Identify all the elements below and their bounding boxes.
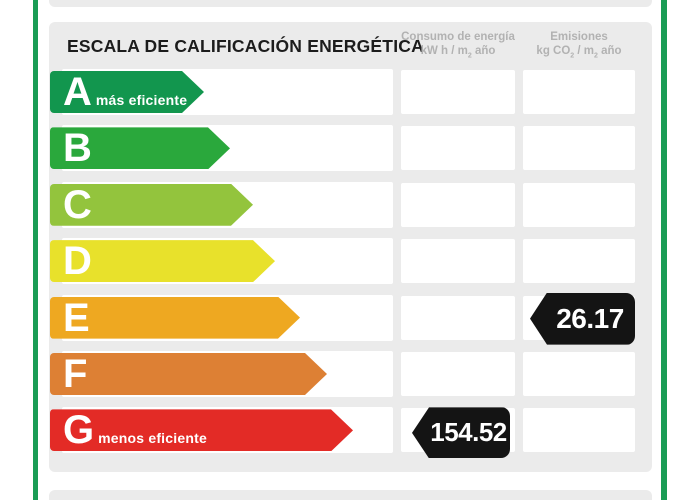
consumo-column-header: Consumo de energía kW h / m2 año xyxy=(389,30,527,61)
left-accent-bar xyxy=(33,0,38,500)
rating-arrow-c: C xyxy=(50,184,253,226)
consumo-cell xyxy=(401,295,515,340)
emisiones-cell xyxy=(523,70,635,114)
consumo-header-unit: kW h / m2 año xyxy=(420,45,496,60)
rating-letter: D xyxy=(63,239,92,284)
scale-row-g: G menos eficiente 154.52 xyxy=(49,407,652,459)
scale-row-f: F xyxy=(49,350,652,397)
consumo-value-badge: 154.52 xyxy=(412,407,510,459)
consumo-cell xyxy=(401,126,515,171)
consumo-cell xyxy=(401,182,515,227)
rating-letter: F xyxy=(63,351,88,396)
scale-row-a: A más eficiente xyxy=(49,69,652,115)
rating-tag: más eficiente xyxy=(95,92,188,108)
emisiones-cell xyxy=(523,182,635,227)
rating-arrow-a: A más eficiente xyxy=(50,71,204,113)
emisiones-value-badge: 26.17 xyxy=(530,292,635,345)
emisiones-cell xyxy=(523,239,635,284)
emisiones-cell xyxy=(523,351,635,396)
rating-arrow-d: D xyxy=(50,240,275,282)
rating-letter: E xyxy=(63,295,90,340)
rating-arrow-g: G menos eficiente xyxy=(50,409,353,451)
consumo-value: 154.52 xyxy=(430,417,507,448)
emisiones-cell xyxy=(523,126,635,171)
rating-letter: G xyxy=(63,408,95,453)
scale-row-c: C xyxy=(49,181,652,228)
scale-row-e: E 26.17 xyxy=(49,292,652,345)
consumo-cell xyxy=(401,70,515,114)
rating-tag: menos eficiente xyxy=(98,430,207,447)
right-accent-bar xyxy=(661,0,667,500)
scale-row-b: B xyxy=(49,125,652,172)
rating-arrow-e: E xyxy=(50,297,300,339)
consumo-header-title: Consumo de energía xyxy=(401,31,515,43)
consumo-cell xyxy=(401,239,515,284)
emisiones-header-unit: kg CO2 / m2 año xyxy=(536,45,622,60)
previous-section-edge xyxy=(49,0,652,7)
emisiones-header-title: Emisiones xyxy=(550,31,608,43)
emisiones-value: 26.17 xyxy=(556,302,624,334)
emisiones-column-header: Emisiones kg CO2 / m2 año xyxy=(511,30,647,61)
scale-row-d: D xyxy=(49,238,652,285)
next-section-edge xyxy=(49,490,652,500)
rating-rows: A más eficiente B C xyxy=(49,69,652,459)
energy-scale-panel: ESCALA DE CALIFICACIÓN ENERGÉTICA Consum… xyxy=(49,22,652,472)
rating-letter: A xyxy=(63,70,92,114)
consumo-cell xyxy=(401,351,515,396)
rating-arrow-b: B xyxy=(50,127,230,169)
rating-letter: C xyxy=(63,182,92,227)
rating-letter: B xyxy=(63,126,92,171)
panel-title: ESCALA DE CALIFICACIÓN ENERGÉTICA xyxy=(67,36,424,56)
rating-arrow-f: F xyxy=(50,353,327,395)
emisiones-cell xyxy=(523,408,635,453)
